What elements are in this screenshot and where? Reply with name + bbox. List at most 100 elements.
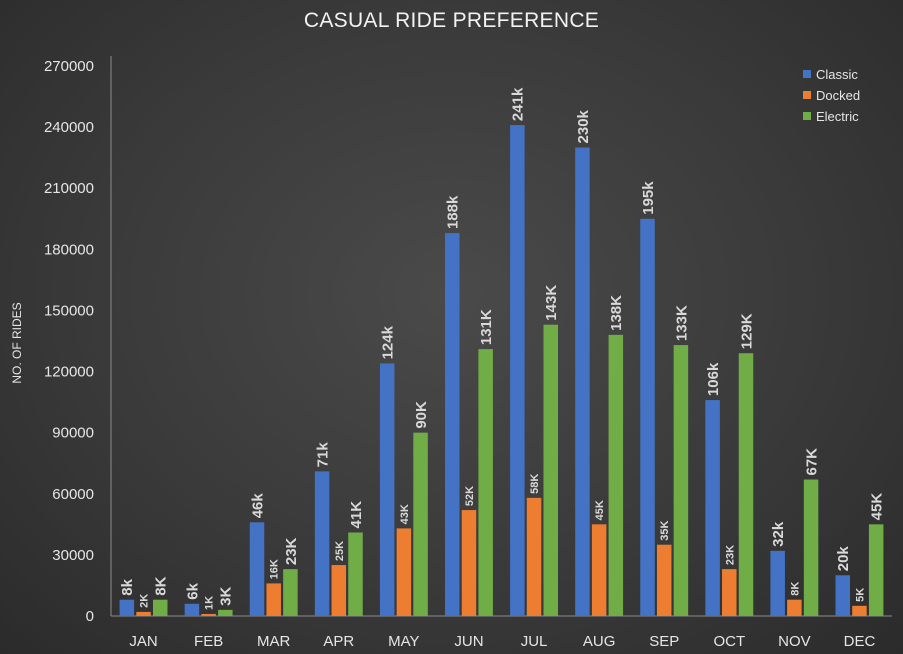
bar-docked <box>396 528 412 616</box>
x-tick-label: MAR <box>257 633 291 650</box>
bar-electric <box>283 569 298 616</box>
data-label-docked: 58K <box>529 474 541 494</box>
data-label-classic: 106k <box>705 362 722 396</box>
data-label-docked: 1K <box>204 596 216 610</box>
data-label-electric: 45K <box>869 493 886 521</box>
x-tick-label: JUL <box>521 633 548 650</box>
bar-classic <box>575 147 590 616</box>
bar-docked <box>787 599 802 616</box>
bar-electric <box>673 345 689 616</box>
x-tick-label: FEB <box>194 633 223 650</box>
data-label-docked: 5K <box>854 588 866 602</box>
bar-electric <box>152 599 168 616</box>
bar-docked <box>852 605 867 616</box>
data-label-electric: 3K <box>218 587 235 606</box>
legend-label-docked: Docked <box>816 88 860 103</box>
y-tick-label: 60000 <box>52 486 94 503</box>
data-label-electric: 67K <box>803 448 820 476</box>
x-tick-label: MAY <box>388 633 419 650</box>
bar-electric <box>608 334 624 616</box>
y-axis-label: NO. OF RIDES <box>10 302 24 383</box>
data-label-electric: 23K <box>283 537 300 565</box>
data-label-electric: 129K <box>738 313 755 349</box>
data-label-classic: 8k <box>119 578 136 595</box>
y-axis-ticks: 0 30000 60000 90000 120000 150000 180000 210000… <box>44 58 94 625</box>
data-label-classic: 46k <box>249 493 266 519</box>
data-label-electric: 138K <box>608 295 625 331</box>
y-tick-label: 0 <box>86 608 94 625</box>
chart-title: CASUAL RIDE PREFERENCE <box>303 9 600 32</box>
bar-classic <box>445 233 460 616</box>
data-label-classic: 124k <box>380 325 397 359</box>
bar-docked <box>201 613 216 616</box>
y-tick-label: 90000 <box>52 425 94 442</box>
data-label-classic: 241k <box>510 87 527 121</box>
x-tick-label: AUG <box>583 633 616 650</box>
bar-classic <box>835 575 851 616</box>
bar-electric <box>478 349 493 616</box>
data-label-docked: 23K <box>724 545 736 565</box>
x-tick-label: JUN <box>454 633 483 650</box>
data-label-docked: 2K <box>139 594 151 608</box>
y-tick-label: 270000 <box>44 58 94 75</box>
data-label-classic: 230k <box>575 109 592 143</box>
x-tick-label: JAN <box>129 633 157 650</box>
data-label-classic: 188k <box>445 195 462 229</box>
bar-classic <box>705 400 720 616</box>
legend-swatch-electric <box>803 112 811 120</box>
bar-classic <box>770 550 785 616</box>
data-label-electric: 90K <box>413 401 430 429</box>
data-label-classic: 20k <box>835 546 852 572</box>
bar-docked <box>331 565 347 616</box>
bar-docked <box>266 583 281 616</box>
data-label-docked: 25K <box>334 541 346 561</box>
x-tick-label: SEP <box>649 633 679 650</box>
y-tick-label: 30000 <box>52 547 94 564</box>
y-tick-label: 240000 <box>44 119 94 136</box>
y-tick-label: 120000 <box>44 364 94 381</box>
data-label-electric: 131K <box>478 309 495 345</box>
x-tick-label: NOV <box>778 633 811 650</box>
data-label-docked: 45K <box>594 500 606 520</box>
data-label-classic: 71k <box>314 442 331 468</box>
bar-classic <box>314 471 330 616</box>
bar-electric <box>868 524 884 616</box>
bar-classic <box>249 522 265 616</box>
bar-docked <box>591 524 607 616</box>
y-axis-title: NO. OF RIDES <box>10 302 24 383</box>
data-label-docked: 35K <box>659 520 671 540</box>
bar-docked <box>656 544 672 616</box>
bar-docked <box>722 569 737 616</box>
bar-classic <box>184 603 200 616</box>
y-tick-label: 150000 <box>44 302 94 319</box>
bar-classic <box>379 363 395 616</box>
bar-electric <box>413 432 428 616</box>
x-tick-label: DEC <box>844 633 876 650</box>
bar-classic <box>510 125 525 617</box>
x-axis-ticks: JAN FEB MAR APR MAY JUN JUL AUG SEP OCT NOV DEC <box>129 633 875 650</box>
bar-electric <box>543 324 558 616</box>
bar-docked <box>461 510 477 616</box>
y-tick-label: 180000 <box>44 241 94 258</box>
legend-label-electric: Electric <box>816 109 859 124</box>
bar-docked <box>136 611 151 616</box>
legend: Classic Docked Electric <box>803 67 860 124</box>
bars <box>119 125 884 617</box>
bar-electric <box>738 353 754 616</box>
axes <box>110 56 892 617</box>
bar-classic <box>640 218 655 616</box>
bar-classic <box>119 599 135 616</box>
data-label-classic: 32k <box>770 521 787 547</box>
data-label-docked: 8K <box>789 582 801 596</box>
bar-docked <box>526 497 542 616</box>
bar-electric <box>803 479 819 616</box>
data-label-classic: 195k <box>640 181 657 215</box>
data-label-electric: 133K <box>673 305 690 341</box>
data-label-docked: 43K <box>399 504 411 524</box>
bar-electric <box>348 532 363 616</box>
x-tick-label: APR <box>323 633 354 650</box>
legend-swatch-docked <box>803 91 811 99</box>
data-label-classic: 6k <box>184 582 201 599</box>
